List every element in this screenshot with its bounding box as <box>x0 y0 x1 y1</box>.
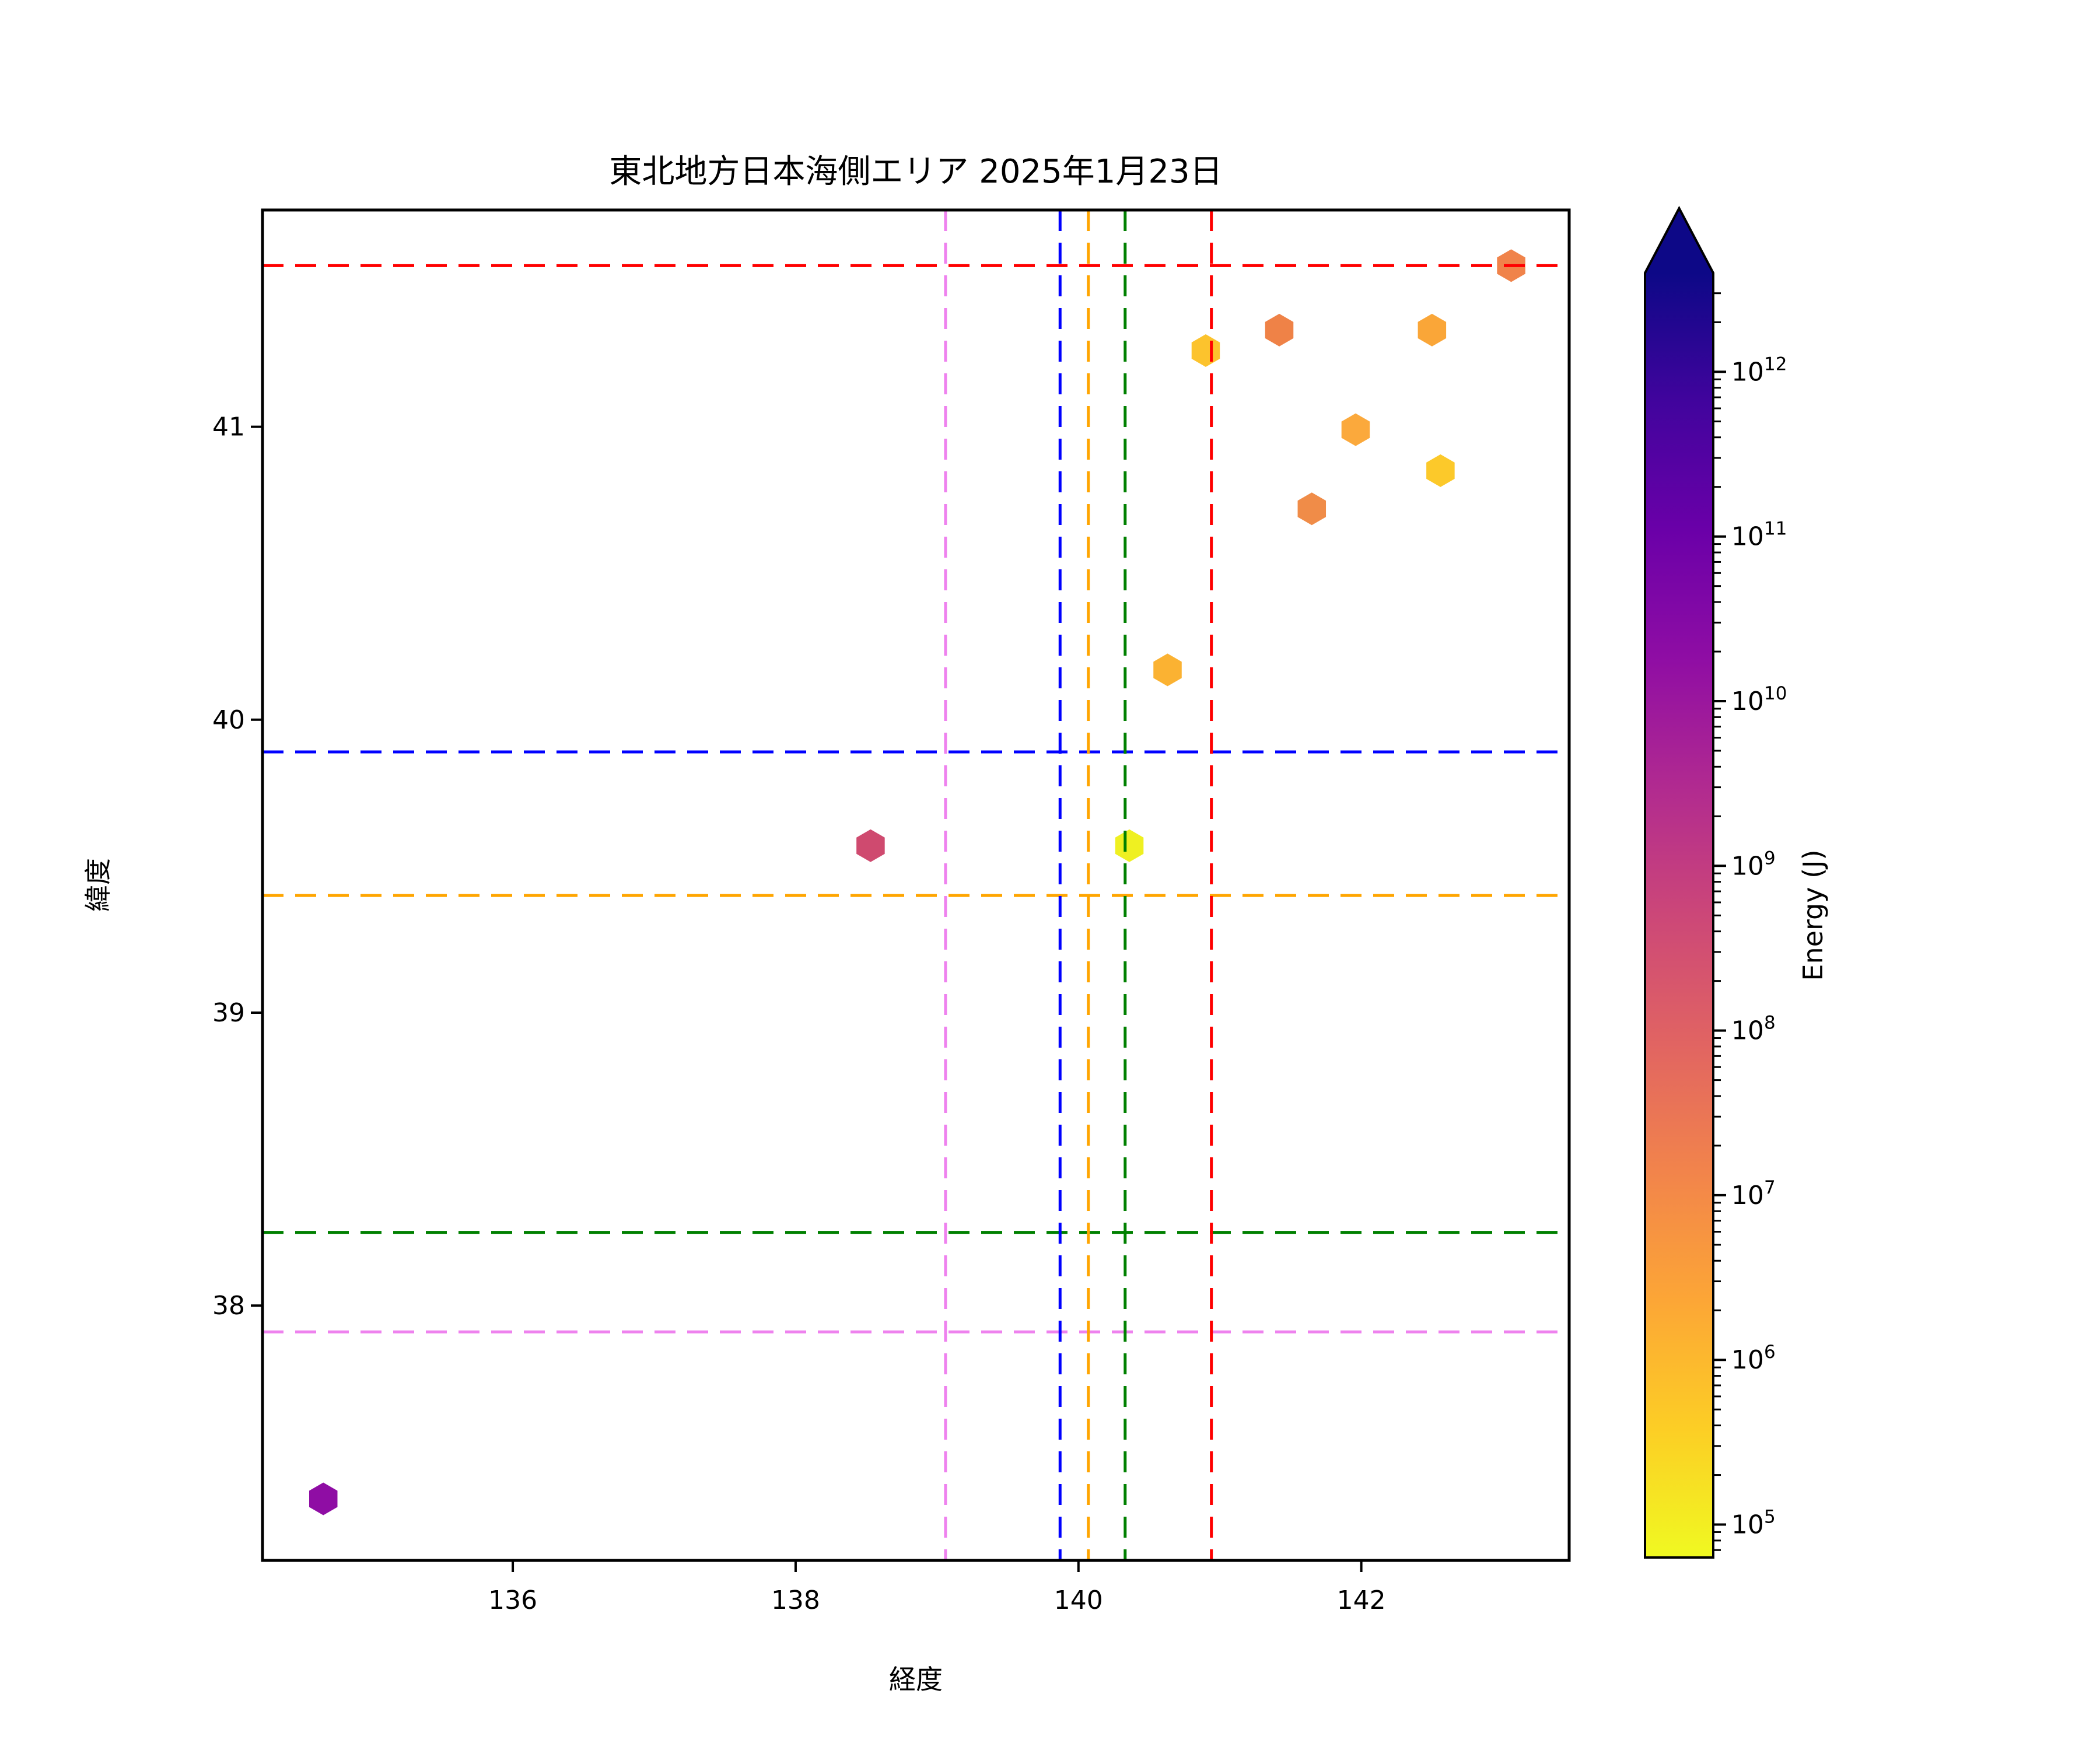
data-points <box>309 249 1525 1516</box>
colorbar-tick-label: 1012 <box>1731 354 1787 387</box>
y-axis-label: 緯度 <box>82 858 114 912</box>
plot-border <box>261 208 1571 1562</box>
data-point <box>856 829 885 862</box>
x-axis: 136 138 140 142 <box>488 1560 1386 1615</box>
data-point <box>309 1482 338 1516</box>
colorbar-tick-label: 1011 <box>1731 519 1787 552</box>
y-tick-label: 40 <box>212 705 245 735</box>
colorbar-label: Energy (J) <box>1797 849 1829 981</box>
colorbar-tick-label: 1010 <box>1731 683 1787 716</box>
colorbar-tick-label: 109 <box>1731 848 1776 881</box>
colorbar-ticks <box>1713 292 1726 1551</box>
x-axis-label: 経度 <box>889 1664 943 1695</box>
x-tick-label: 136 <box>488 1586 537 1615</box>
y-axis: 38 39 40 41 <box>212 412 262 1321</box>
x-tick-label: 142 <box>1337 1586 1386 1615</box>
y-tick-label: 39 <box>212 998 245 1028</box>
chart-title: 東北地方日本海側エリア 2025年1月23日 <box>609 153 1222 191</box>
colorbar-gradient-bar <box>1644 205 1714 1559</box>
data-point <box>1341 413 1370 446</box>
colorbar-tick-labels: 105 106 107 108 109 1010 1011 1012 <box>1731 354 1787 1539</box>
x-tick-label: 138 <box>771 1586 820 1615</box>
data-point <box>1426 454 1455 487</box>
y-tick-label: 38 <box>212 1291 245 1321</box>
x-tick-label: 140 <box>1054 1586 1103 1615</box>
data-point <box>1297 492 1326 526</box>
y-tick-label: 41 <box>212 412 245 442</box>
data-point <box>1153 653 1182 687</box>
colorbar-tick-label: 107 <box>1731 1177 1776 1210</box>
data-point <box>1115 829 1144 862</box>
colorbar: 105 106 107 108 109 1010 1011 1012 <box>1644 205 1787 1559</box>
colorbar-tick-label: 108 <box>1731 1013 1776 1046</box>
data-point <box>1418 313 1447 346</box>
reference-lines <box>262 210 1569 1560</box>
colorbar-tick-label: 106 <box>1731 1342 1776 1375</box>
data-point <box>1265 313 1294 346</box>
data-point <box>1191 334 1220 368</box>
colorbar-tick-label: 105 <box>1731 1507 1776 1540</box>
